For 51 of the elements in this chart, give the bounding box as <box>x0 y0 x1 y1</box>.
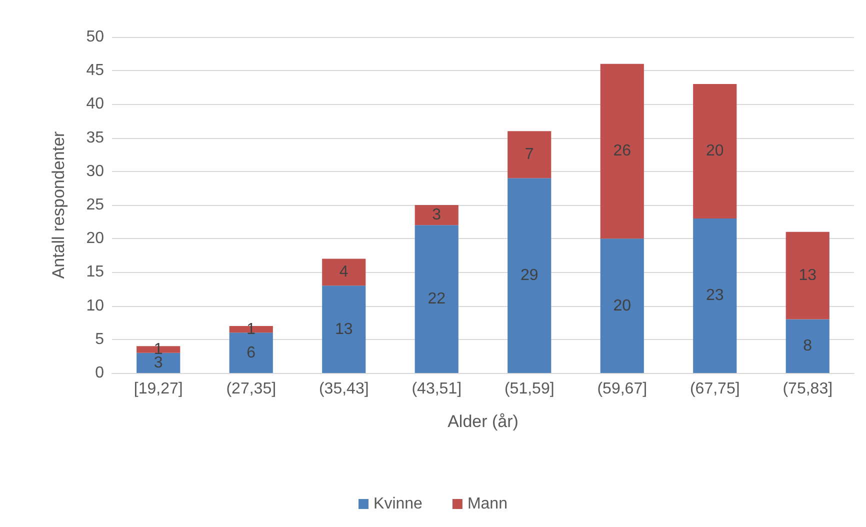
bar <box>600 238 644 373</box>
bar <box>136 352 180 373</box>
data-label: 23 <box>706 287 724 304</box>
y-tick-label: 15 <box>86 264 104 281</box>
x-tick-label: (75,83] <box>782 380 833 398</box>
x-tick-label: (59,67] <box>597 380 648 398</box>
y-tick-label: 40 <box>86 96 104 113</box>
y-tick-label: 45 <box>86 62 104 80</box>
data-label: 7 <box>524 146 534 164</box>
bar <box>508 131 552 178</box>
y-tick-label: 10 <box>86 297 104 314</box>
y-tick-label: 30 <box>86 162 104 180</box>
bar <box>693 218 737 373</box>
bar <box>786 232 830 320</box>
bar <box>786 319 830 373</box>
data-label: 3 <box>432 206 442 224</box>
data-label: 26 <box>613 142 632 160</box>
x-tick-label: (27,35] <box>226 380 276 398</box>
bar <box>508 178 552 373</box>
y-tick-label: 50 <box>86 28 104 46</box>
x-tick-label: (35,43] <box>318 380 369 398</box>
data-label: 29 <box>520 267 538 284</box>
y-tick-label: 35 <box>86 129 104 146</box>
x-axis-title: Alder (år) <box>448 412 518 431</box>
legend-label: Kvinne <box>374 496 423 512</box>
data-label: 20 <box>613 297 632 314</box>
data-label: 22 <box>428 290 446 308</box>
y-tick-label: 5 <box>95 330 104 348</box>
data-label: 20 <box>706 142 724 160</box>
y-tick-label: 25 <box>86 196 104 214</box>
bar <box>322 286 366 373</box>
bar <box>322 258 366 286</box>
y-tick-label: 0 <box>95 364 104 382</box>
data-label: 3 <box>154 354 163 372</box>
x-tick-label: (67,75] <box>690 380 740 398</box>
bar <box>600 64 644 239</box>
data-label: 4 <box>339 264 348 281</box>
data-label: 13 <box>798 267 817 284</box>
bar <box>229 332 273 373</box>
x-tick-label: (43,51] <box>412 380 462 398</box>
bar <box>414 205 458 226</box>
data-label: 13 <box>334 320 353 338</box>
x-tick-label: [19,27] <box>134 380 183 398</box>
y-axis-title: Antall respondenter <box>49 130 68 279</box>
y-tick-label: 20 <box>86 230 104 248</box>
legend-label: Mann <box>467 496 508 512</box>
bar <box>414 225 458 373</box>
x-tick-label: (51,59] <box>504 380 554 398</box>
data-label: 8 <box>803 338 812 355</box>
data-label: 6 <box>246 344 256 362</box>
bar <box>693 84 737 218</box>
